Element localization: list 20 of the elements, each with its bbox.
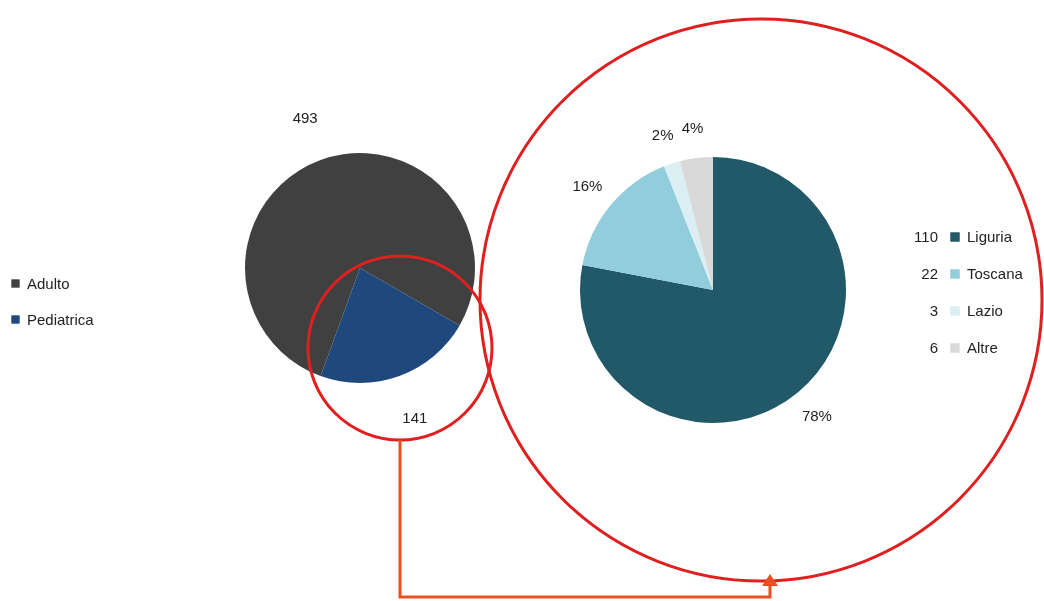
legend-label: Toscana <box>967 265 1024 282</box>
pie-slice <box>245 153 475 377</box>
pie-slice <box>320 268 460 383</box>
text: 3 <box>929 302 938 319</box>
data-label: 141 <box>402 409 428 427</box>
data-label: 2% <box>651 125 674 143</box>
legend-label: Pediatrica <box>27 310 95 328</box>
text: 110 <box>914 228 938 245</box>
text: 6 <box>929 339 938 356</box>
data-label: 78% <box>801 406 832 424</box>
legend-label: Altre <box>967 339 998 356</box>
data-label: 4% <box>681 119 704 137</box>
text: 22 <box>921 265 938 282</box>
legend-label: Liguria <box>967 228 1013 245</box>
legend-label: Lazio <box>967 302 1003 319</box>
data-label: 16% <box>572 177 603 195</box>
pie-slice <box>679 157 713 290</box>
data-label: 493 <box>292 108 318 126</box>
pie-slice <box>664 161 713 290</box>
legend-label: Adulto <box>27 274 70 292</box>
